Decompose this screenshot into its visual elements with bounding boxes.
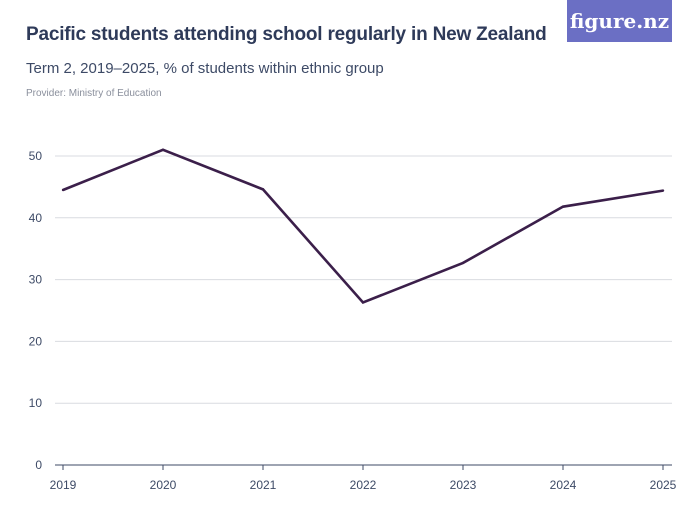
x-tick-label: 2022 [350, 478, 377, 492]
data-point[interactable] [461, 261, 465, 265]
x-tick-label: 2021 [250, 478, 277, 492]
y-tick-label: 50 [29, 149, 43, 163]
data-point[interactable] [561, 205, 565, 208]
x-tick-label: 2023 [450, 478, 477, 492]
data-provider: Provider: Ministry of Education [26, 88, 162, 99]
chart-subtitle: Term 2, 2019–2025, % of students within … [26, 60, 384, 77]
y-tick-label: 10 [29, 396, 43, 410]
x-tick-label: 2019 [50, 478, 77, 492]
data-point[interactable] [661, 189, 665, 192]
x-tick-label: 2024 [550, 478, 577, 492]
y-tick-label: 20 [29, 334, 43, 348]
data-point[interactable] [261, 188, 265, 191]
x-axis-ticks: 2019 2020 2021 2022 2023 2024 2025 [50, 465, 677, 492]
x-tick-label: 2020 [150, 478, 177, 492]
chart-title: Pacific students attending school regula… [26, 24, 547, 45]
y-tick-label: 0 [35, 458, 42, 472]
x-tick-label: 2025 [650, 478, 677, 492]
series-layer [61, 148, 665, 305]
y-tick-label: 30 [29, 273, 43, 287]
data-point[interactable] [361, 301, 365, 304]
figure-nz-logo[interactable]: figure.nz [567, 0, 672, 42]
data-point[interactable] [61, 188, 65, 192]
data-point[interactable] [161, 148, 165, 152]
y-tick-label: 40 [29, 211, 43, 225]
y-axis-ticks: 0 10 20 30 40 50 [29, 149, 43, 472]
gridlines [55, 155, 672, 466]
